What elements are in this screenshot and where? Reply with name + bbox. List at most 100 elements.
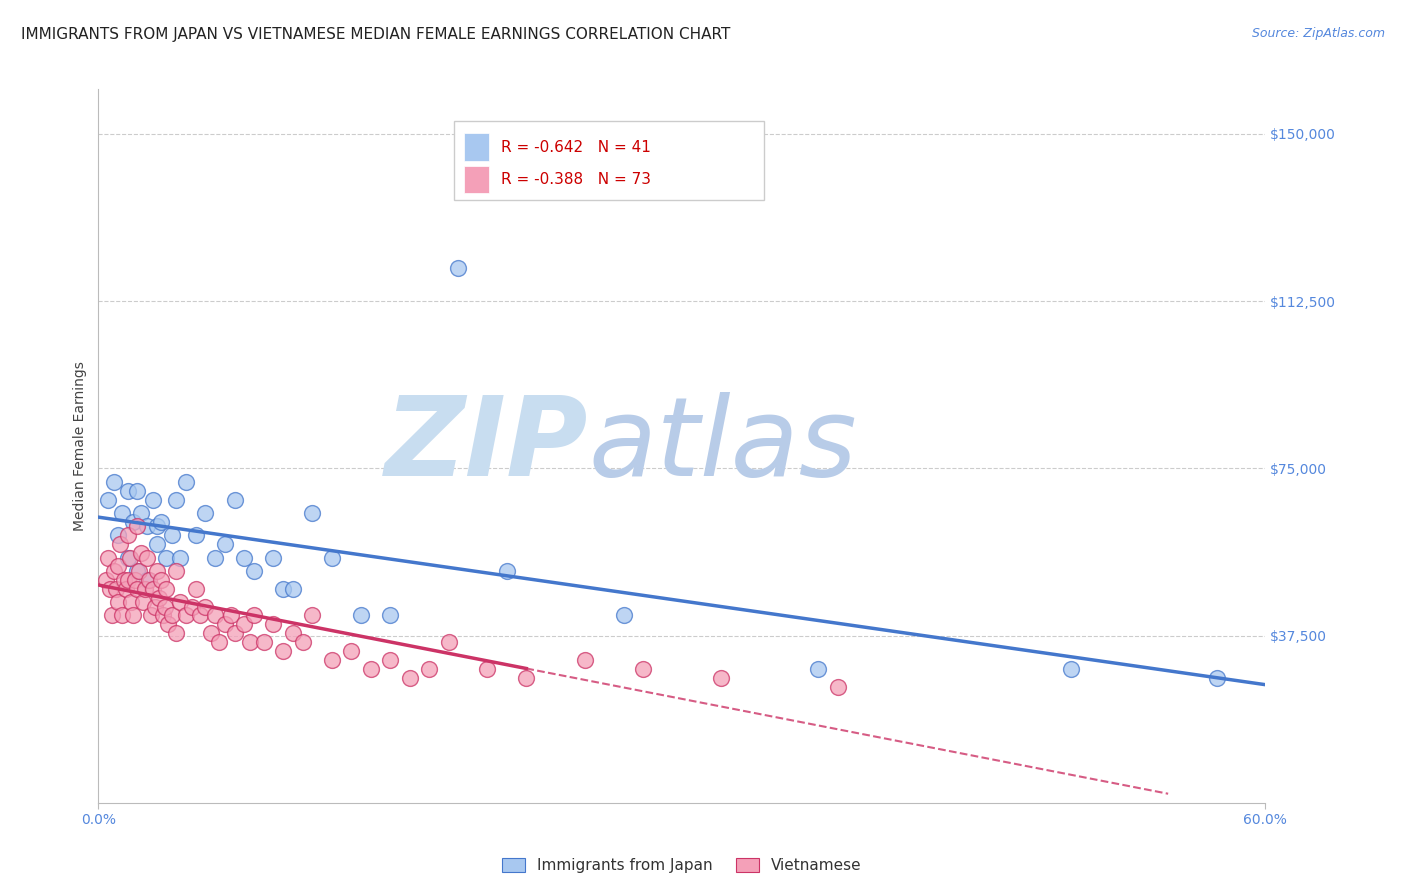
Point	[271, 582, 294, 596]
Text: IMMIGRANTS FROM JAPAN VS VIETNAMESE MEDIAN FEMALE EARNINGS CORRELATION CHART: IMMIGRANTS FROM JAPAN VS VIETNAMESE MEDI…	[21, 27, 731, 42]
Point	[114, 582, 136, 596]
Point	[107, 595, 129, 609]
Point	[180, 599, 202, 614]
Point	[129, 546, 152, 560]
Point	[301, 608, 323, 623]
Point	[155, 582, 177, 596]
Point	[301, 506, 323, 520]
Point	[103, 564, 125, 578]
Point	[291, 635, 314, 649]
Point	[128, 564, 150, 578]
Point	[148, 591, 170, 605]
Point	[104, 582, 127, 596]
Point	[127, 519, 149, 533]
Point	[262, 550, 284, 565]
Point	[515, 671, 537, 685]
Point	[127, 582, 149, 596]
Point	[631, 662, 654, 676]
Point	[132, 595, 155, 609]
Point	[138, 573, 160, 587]
Point	[142, 492, 165, 507]
Point	[129, 506, 152, 520]
Point	[146, 564, 169, 578]
Point	[134, 582, 156, 596]
Point	[169, 595, 191, 609]
Point	[103, 475, 125, 489]
Point	[117, 528, 139, 542]
Point	[496, 564, 519, 578]
Point	[184, 528, 207, 542]
Point	[219, 608, 242, 623]
Point	[380, 608, 402, 623]
Point	[208, 635, 231, 649]
Point	[807, 662, 830, 676]
Point	[1205, 671, 1227, 685]
Point	[124, 573, 146, 587]
Point	[112, 573, 135, 587]
Text: atlas: atlas	[589, 392, 858, 500]
Point	[142, 582, 165, 596]
Point	[127, 483, 149, 498]
Point	[204, 608, 226, 623]
Point	[153, 599, 176, 614]
Point	[239, 635, 262, 649]
Point	[127, 564, 149, 578]
Point	[350, 608, 373, 623]
Text: Source: ZipAtlas.com: Source: ZipAtlas.com	[1251, 27, 1385, 40]
Point	[398, 671, 420, 685]
Point	[243, 564, 266, 578]
Point	[157, 617, 180, 632]
Point	[1060, 662, 1083, 676]
Point	[155, 550, 177, 565]
Y-axis label: Median Female Earnings: Median Female Earnings	[73, 361, 87, 531]
Point	[200, 626, 222, 640]
Point	[136, 573, 159, 587]
Point	[194, 599, 217, 614]
Point	[214, 537, 236, 551]
Bar	[464, 134, 489, 161]
Point	[243, 608, 266, 623]
Point	[149, 515, 172, 529]
Text: ZIP: ZIP	[385, 392, 589, 500]
Point	[477, 662, 499, 676]
Point	[122, 515, 145, 529]
Point	[165, 626, 187, 640]
Point	[613, 608, 636, 623]
Point	[574, 653, 596, 667]
Point	[340, 644, 363, 658]
Point	[146, 519, 169, 533]
Point	[122, 608, 145, 623]
Point	[194, 506, 217, 520]
Point	[321, 653, 343, 667]
Point	[121, 595, 143, 609]
Point	[97, 550, 120, 565]
Point	[165, 492, 187, 507]
Point	[360, 662, 382, 676]
Point	[204, 550, 226, 565]
Point	[169, 550, 191, 565]
Bar	[464, 166, 489, 193]
Point	[101, 608, 124, 623]
Point	[146, 537, 169, 551]
FancyBboxPatch shape	[454, 121, 763, 200]
Point	[165, 564, 187, 578]
Point	[281, 582, 304, 596]
Point	[174, 475, 197, 489]
Point	[136, 519, 159, 533]
Point	[162, 608, 184, 623]
Point	[233, 617, 256, 632]
Text: R = -0.388   N = 73: R = -0.388 N = 73	[501, 171, 651, 186]
Point	[281, 626, 304, 640]
Point	[174, 608, 197, 623]
Point	[380, 653, 402, 667]
Point	[253, 635, 276, 649]
Point	[224, 626, 246, 640]
Point	[118, 550, 141, 565]
Point	[111, 608, 134, 623]
Point	[214, 617, 236, 632]
Point	[224, 492, 246, 507]
Point	[117, 483, 139, 498]
Point	[108, 537, 131, 551]
Point	[107, 528, 129, 542]
Point	[98, 582, 121, 596]
